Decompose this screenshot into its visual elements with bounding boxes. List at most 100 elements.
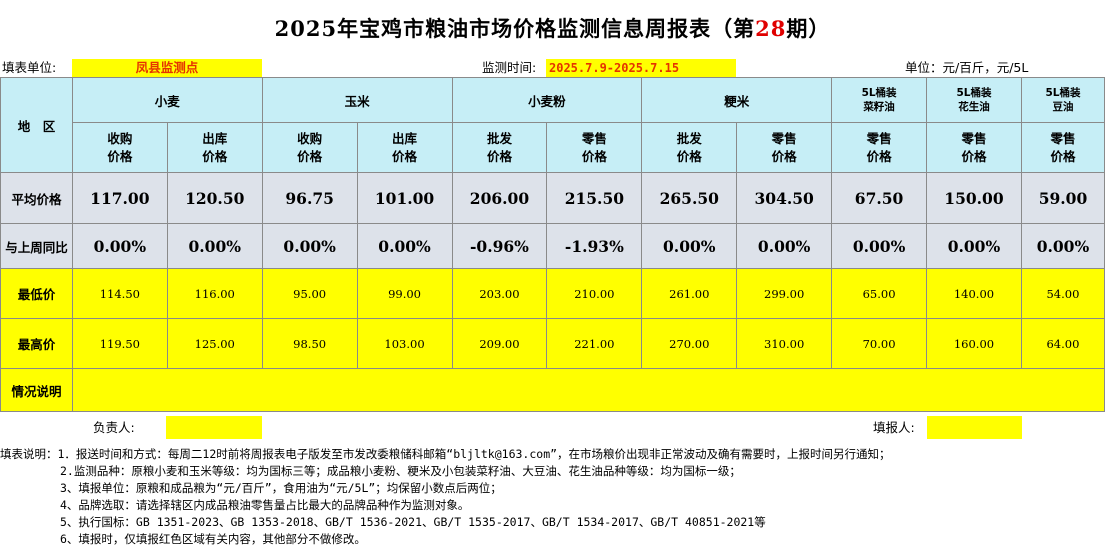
cell-avg-5: 215.50 — [546, 172, 643, 224]
row-label-notes: 情况说明 — [0, 368, 73, 412]
subheader-line1: 批发 — [486, 130, 512, 146]
cell-min-4[interactable]: 203.00 — [451, 268, 548, 319]
cell-avg-2: 96.75 — [261, 172, 358, 224]
subheader-line2: 价格 — [297, 148, 323, 164]
cell-max-2[interactable]: 98.50 — [261, 318, 358, 369]
cell-wow-1: 0.00% — [166, 223, 263, 269]
subheader-line1: 收购 — [297, 130, 323, 146]
subheader-line1: 批发 — [676, 130, 702, 146]
cell-min-3[interactable]: 99.00 — [356, 268, 453, 319]
notes-input-cell[interactable] — [71, 368, 1105, 412]
cell-max-9[interactable]: 160.00 — [926, 318, 1022, 369]
subheader-line1: 零售 — [961, 130, 987, 146]
cell-min-6[interactable]: 261.00 — [641, 268, 738, 319]
subheader-line1: 零售 — [581, 130, 607, 146]
note-line-1: 填表说明：1．报送时间和方式：每周二12时前将周报表电子版发至市发改委粮储科邮箱… — [0, 447, 891, 461]
subheader-line1: 零售 — [1050, 130, 1076, 146]
region-header: 地 区 — [0, 77, 73, 173]
cell-max-6[interactable]: 270.00 — [641, 318, 738, 369]
cell-avg-3: 101.00 — [356, 172, 453, 224]
cell-min-8[interactable]: 65.00 — [831, 268, 928, 319]
cell-min-5[interactable]: 210.00 — [546, 268, 643, 319]
cell-max-5[interactable]: 221.00 — [546, 318, 643, 369]
cell-avg-4: 206.00 — [451, 172, 548, 224]
group-header-flour: 小麦粉 — [451, 77, 643, 123]
cell-min-7[interactable]: 299.00 — [736, 268, 833, 319]
reporter-input[interactable] — [927, 416, 1022, 439]
cell-min-10[interactable]: 54.00 — [1020, 268, 1105, 319]
unit-value[interactable]: 凤县监测点 — [72, 59, 262, 77]
subheader-1: 出库 价格 — [166, 122, 263, 173]
cell-max-8[interactable]: 70.00 — [831, 318, 928, 369]
cell-avg-8: 67.50 — [831, 172, 928, 224]
group-header-wheat: 小麦 — [71, 77, 263, 123]
subheader-4: 批发 价格 — [451, 122, 548, 173]
cell-max-7[interactable]: 310.00 — [736, 318, 833, 369]
responsible-input[interactable] — [166, 416, 262, 439]
subheader-5: 零售 价格 — [546, 122, 643, 173]
row-label-avg: 平均价格 — [0, 172, 73, 224]
subheader-line2: 价格 — [676, 148, 702, 164]
cell-min-1[interactable]: 116.00 — [166, 268, 263, 319]
note-line-5: 5、执行国标：GB 1351-2023、GB 1353-2018、GB/T 15… — [60, 515, 766, 529]
cell-avg-1: 120.50 — [166, 172, 263, 224]
oil-header-peanut: 5L桶装 花生油 — [926, 77, 1022, 123]
group-header-rice: 粳米 — [641, 77, 833, 123]
issue-number: 28 — [755, 16, 787, 41]
row-label-wow: 与上周同比 — [0, 223, 73, 269]
cell-max-4[interactable]: 209.00 — [451, 318, 548, 369]
time-label: 监测时间: — [482, 60, 537, 75]
subheader-line2: 价格 — [1050, 148, 1076, 164]
subheader-line2: 价格 — [581, 148, 607, 164]
subheader-3: 出库 价格 — [356, 122, 453, 173]
currency-label: 单位：元/百斤，元/5L — [905, 60, 1029, 75]
note-line-6: 6、填报时，仅填报红色区域有关内容，其他部分不做修改。 — [60, 532, 366, 546]
cell-max-0[interactable]: 119.50 — [71, 318, 168, 369]
title-suffix: 期） — [786, 16, 831, 41]
subheader-line2: 价格 — [202, 148, 228, 164]
cell-wow-0: 0.00% — [71, 223, 168, 269]
cell-avg-10: 59.00 — [1020, 172, 1105, 224]
subheader-line1: 零售 — [866, 130, 892, 146]
cell-avg-6: 265.50 — [641, 172, 738, 224]
cell-avg-7: 304.50 — [736, 172, 833, 224]
subheader-8: 零售 价格 — [831, 122, 928, 173]
cell-min-0[interactable]: 114.50 — [71, 268, 168, 319]
time-value[interactable]: 2025.7.9-2025.7.15 — [546, 59, 736, 77]
reporter-label: 填报人: — [873, 420, 915, 435]
cell-wow-3: 0.00% — [356, 223, 453, 269]
oil-header-rapeseed: 5L桶装 菜籽油 — [831, 77, 928, 123]
cell-wow-9: 0.00% — [926, 223, 1022, 269]
price-table: 地 区 小麦 玉米 小麦粉 粳米 5L桶装 菜籽油 5L桶装 花生油 5L桶装 豆油 … — [0, 77, 1105, 412]
group-header-corn: 玉米 — [261, 77, 453, 123]
unit-label: 填表单位: — [2, 60, 57, 75]
report-title: 2025年宝鸡市粮油市场价格监测信息周报表（第28期） — [0, 0, 1105, 58]
subheader-line1: 出库 — [202, 130, 228, 146]
cell-wow-8: 0.00% — [831, 223, 928, 269]
cell-wow-10: 0.00% — [1020, 223, 1105, 269]
cell-wow-7: 0.00% — [736, 223, 833, 269]
note-line-4: 4、品牌选取：请选择辖区内成品粮油零售量占比最大的品牌品种作为监测对象。 — [60, 498, 470, 512]
cell-avg-9: 150.00 — [926, 172, 1022, 224]
cell-min-2[interactable]: 95.00 — [261, 268, 358, 319]
oil-header-soybean: 5L桶装 豆油 — [1020, 77, 1105, 123]
cell-max-10[interactable]: 64.00 — [1020, 318, 1105, 369]
cell-max-1[interactable]: 125.00 — [166, 318, 263, 369]
cell-min-9[interactable]: 140.00 — [926, 268, 1022, 319]
subheader-line2: 价格 — [486, 148, 512, 164]
subheader-line2: 价格 — [107, 148, 133, 164]
note-line-3: 3、填报单位：原粮和成品粮为“元/百斤”，食用油为“元/5L”；均保留小数点后两… — [60, 481, 502, 495]
fill-instructions: 填表说明：1．报送时间和方式：每周二12时前将周报表电子版发至市发改委粮储科邮箱… — [0, 446, 1105, 548]
subheader-line2: 价格 — [771, 148, 797, 164]
responsible-label: 负责人: — [93, 420, 135, 435]
subheader-0: 收购 价格 — [71, 122, 168, 173]
cell-avg-0: 117.00 — [71, 172, 168, 224]
subheader-line1: 出库 — [392, 130, 418, 146]
cell-max-3[interactable]: 103.00 — [356, 318, 453, 369]
subheader-2: 收购 价格 — [261, 122, 358, 173]
subheader-line2: 价格 — [866, 148, 892, 164]
subheader-line1: 零售 — [771, 130, 797, 146]
note-line-2: 2.监测品种：原粮小麦和玉米等级：均为国标三等；成品粮小麦粉、粳米及小包装菜籽油… — [60, 464, 741, 478]
cell-wow-2: 0.00% — [261, 223, 358, 269]
cell-wow-4: -0.96% — [451, 223, 548, 269]
